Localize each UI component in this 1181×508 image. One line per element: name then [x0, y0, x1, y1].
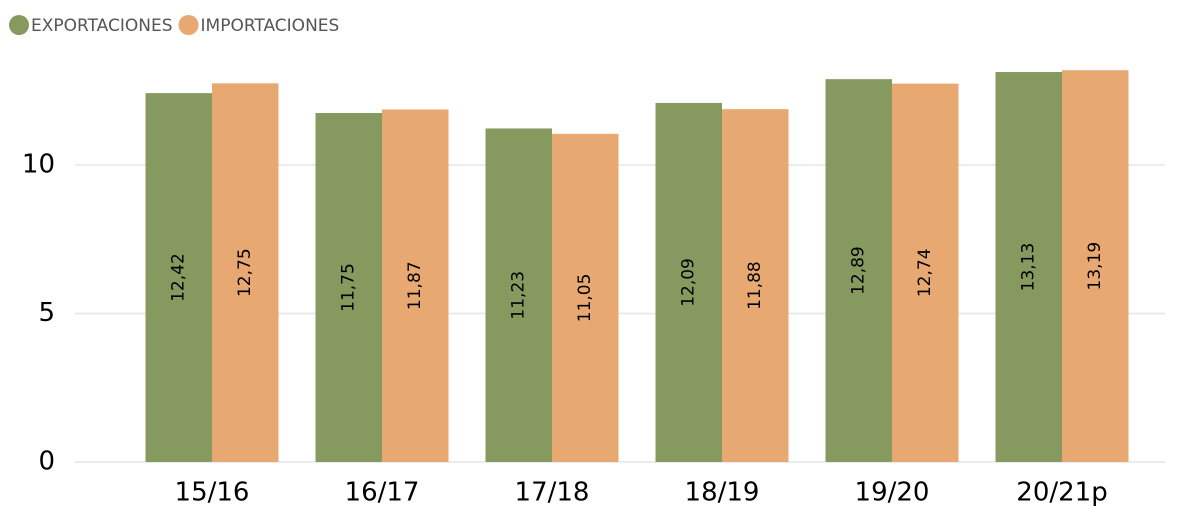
- value-label: 13,13: [1019, 243, 1039, 292]
- x-tick-label: 18/19: [685, 478, 760, 508]
- value-label: 12,75: [235, 248, 255, 297]
- x-tick-label: 17/18: [515, 478, 590, 508]
- y-tick-label: 0: [38, 447, 55, 477]
- bar: [212, 83, 279, 462]
- bar: [145, 93, 212, 462]
- bar: [722, 109, 789, 462]
- y-tick-label: 5: [38, 298, 55, 328]
- value-label: 11,23: [509, 271, 529, 320]
- value-label: 12,42: [169, 253, 189, 302]
- value-label: 11,05: [575, 274, 595, 323]
- bar: [1062, 70, 1129, 462]
- bar: [655, 102, 722, 462]
- x-tick-label: 20/21p: [1016, 478, 1107, 508]
- value-label: 12,89: [849, 246, 869, 295]
- value-label: 13,19: [1085, 242, 1105, 291]
- x-tick-label: 15/16: [175, 478, 250, 508]
- bar: [552, 133, 619, 462]
- bar: [315, 113, 382, 463]
- value-label: 11,88: [745, 261, 765, 310]
- legend-label: IMPORTACIONES: [201, 16, 340, 36]
- bar: [892, 83, 959, 462]
- value-label: 11,75: [339, 263, 359, 312]
- legend-swatch: [9, 15, 29, 35]
- value-label: 12,74: [915, 248, 935, 297]
- y-tick-label: 10: [22, 150, 55, 180]
- value-label: 11,87: [405, 261, 425, 310]
- bar: [485, 128, 552, 462]
- x-tick-label: 16/17: [345, 478, 420, 508]
- bar: [382, 109, 449, 462]
- legend-swatch: [178, 15, 199, 35]
- x-tick-label: 19/20: [855, 478, 930, 508]
- bar: [825, 79, 892, 463]
- legend-label: EXPORTACIONES: [31, 16, 173, 36]
- value-label: 12,09: [679, 258, 699, 307]
- bar: [995, 72, 1062, 462]
